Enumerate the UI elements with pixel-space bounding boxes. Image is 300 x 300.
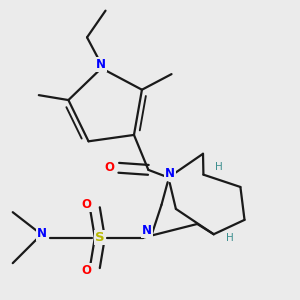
Text: N: N xyxy=(142,224,152,237)
Text: S: S xyxy=(95,231,105,244)
Text: N: N xyxy=(165,167,175,180)
Text: N: N xyxy=(37,227,47,240)
Text: H: H xyxy=(226,233,234,243)
Text: O: O xyxy=(81,198,91,211)
Text: O: O xyxy=(81,264,91,277)
Text: H: H xyxy=(215,162,223,172)
Text: O: O xyxy=(105,161,115,174)
Text: N: N xyxy=(96,58,106,71)
